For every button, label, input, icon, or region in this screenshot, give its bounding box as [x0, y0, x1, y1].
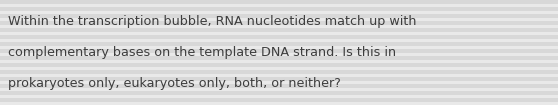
- Bar: [0, 3, 558, 7]
- Bar: [0, 84, 558, 87]
- Bar: [0, 52, 558, 56]
- Bar: [0, 35, 558, 39]
- Text: Within the transcription bubble, RNA nucleotides match up with: Within the transcription bubble, RNA nuc…: [8, 14, 417, 28]
- Bar: [0, 94, 558, 98]
- Bar: [0, 39, 558, 42]
- Bar: [0, 18, 558, 21]
- Bar: [0, 77, 558, 81]
- Bar: [0, 63, 558, 66]
- Bar: [0, 14, 558, 18]
- Bar: [0, 66, 558, 70]
- Bar: [0, 24, 558, 28]
- Bar: [0, 0, 558, 3]
- Bar: [0, 28, 558, 31]
- Bar: [0, 102, 558, 105]
- Text: complementary bases on the template DNA strand. Is this in: complementary bases on the template DNA …: [8, 46, 397, 59]
- Bar: [0, 74, 558, 77]
- Bar: [0, 87, 558, 91]
- Bar: [0, 32, 558, 35]
- Bar: [0, 81, 558, 84]
- Bar: [0, 7, 558, 10]
- Bar: [0, 21, 558, 24]
- Bar: [0, 98, 558, 102]
- Bar: [0, 60, 558, 63]
- Bar: [0, 42, 558, 45]
- Bar: [0, 70, 558, 74]
- Bar: [0, 10, 558, 14]
- Bar: [0, 45, 558, 49]
- Bar: [0, 56, 558, 60]
- Bar: [0, 91, 558, 94]
- Text: prokaryotes only, eukaryotes only, both, or neither?: prokaryotes only, eukaryotes only, both,…: [8, 77, 341, 91]
- Bar: [0, 49, 558, 52]
